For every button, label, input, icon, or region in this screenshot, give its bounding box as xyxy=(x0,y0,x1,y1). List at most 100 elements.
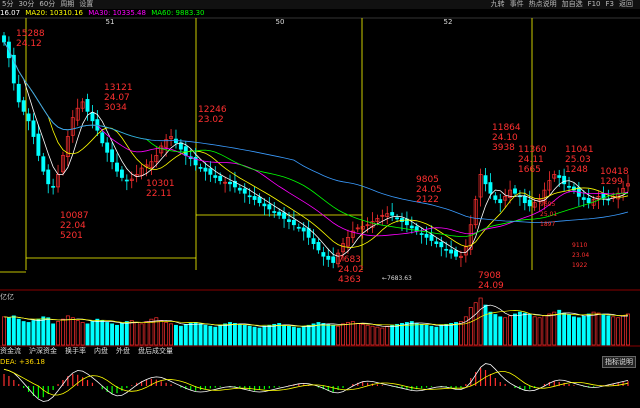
volume-bar xyxy=(404,322,409,346)
candle-body xyxy=(237,187,242,191)
volume-bar xyxy=(326,323,331,346)
volume-bar xyxy=(468,307,473,346)
volume-bar xyxy=(80,322,85,346)
volume-bar xyxy=(46,317,51,346)
candle-body xyxy=(321,252,326,257)
volume-bar xyxy=(149,318,154,346)
annotation-text: 22.11 xyxy=(146,189,172,199)
volume-bar xyxy=(144,321,149,346)
candle-body xyxy=(370,221,375,228)
candle-body xyxy=(508,189,513,199)
toolbar-item-0[interactable]: 九转 xyxy=(490,0,505,8)
candle-body xyxy=(183,146,188,156)
annotation-text: 24.10 xyxy=(492,133,518,143)
candle-body xyxy=(581,197,586,200)
candle-body xyxy=(213,175,218,178)
annotation-text: 3034 xyxy=(104,103,127,113)
volume-bar xyxy=(508,315,513,346)
candle-body xyxy=(562,175,567,185)
candle-body xyxy=(119,169,124,178)
macd-readout: DEA: +36.18 xyxy=(0,358,45,366)
annotation-text: 11864 xyxy=(492,123,521,133)
annotation-text: 11041 xyxy=(565,145,594,155)
indicator-tab-1[interactable]: 沪深资金 xyxy=(29,347,57,355)
toolbar-item-6[interactable]: 返回 xyxy=(619,0,633,8)
candle-body xyxy=(296,226,301,229)
toolbar-item-5[interactable]: F3 xyxy=(605,0,614,8)
volume-bar xyxy=(596,312,601,346)
volume-bar xyxy=(606,315,611,346)
candle-body xyxy=(336,252,341,265)
annotation-text: 9695 xyxy=(540,201,555,208)
candle-body xyxy=(434,241,439,244)
price-readout: 16.07 xyxy=(0,9,21,17)
annotation-text: 2122 xyxy=(416,195,439,205)
volume-bar xyxy=(454,322,458,346)
toolbar-item-2[interactable]: 热点说明 xyxy=(528,0,557,8)
candle-body xyxy=(498,199,503,204)
volume-bar xyxy=(331,324,336,346)
candle-body xyxy=(262,203,267,207)
volume-bar xyxy=(345,322,350,346)
volume-bar xyxy=(203,324,208,346)
indicator-tab-0[interactable]: 资金流 xyxy=(0,347,21,355)
candle-body xyxy=(385,213,390,217)
period-tab-0[interactable]: 5分 xyxy=(2,0,14,8)
indicator-tab-3[interactable]: 内盘 xyxy=(94,347,108,355)
week-number-label: 50 xyxy=(276,18,285,26)
volume-bar xyxy=(537,317,542,346)
candle-body xyxy=(355,227,360,230)
candle-body xyxy=(80,101,85,109)
ma60-line xyxy=(3,41,629,224)
ma20-readout: MA20: 10310.16 xyxy=(25,9,84,17)
candle-body xyxy=(218,175,223,182)
annotation-text: 22.04 xyxy=(60,221,86,231)
annotation-text: 12246 xyxy=(198,105,227,115)
candle-body xyxy=(439,242,444,248)
candle-body xyxy=(232,180,237,188)
period-tab-4[interactable]: 设置 xyxy=(79,0,94,8)
period-tab-1[interactable]: 30分 xyxy=(18,0,35,8)
indicator-tab-5[interactable]: 盘后成交量 xyxy=(138,347,173,355)
candle-body xyxy=(272,211,277,213)
candle-body xyxy=(41,156,46,172)
volume-bar xyxy=(223,323,228,346)
indicator-tab-4[interactable]: 外盘 xyxy=(116,347,130,355)
toolbar-item-1[interactable]: 事件 xyxy=(509,0,524,8)
annotation-text: 25.03 xyxy=(565,155,591,165)
candle-body xyxy=(277,211,282,216)
annotation-text: 24.12 xyxy=(16,39,42,49)
volume-bar xyxy=(85,323,90,346)
annotation-text: 1897 xyxy=(540,221,555,228)
volume-bar xyxy=(272,323,277,346)
candle-body xyxy=(449,249,454,254)
candle-body xyxy=(350,230,355,238)
period-tab-2[interactable]: 60分 xyxy=(39,0,56,8)
candle-body xyxy=(21,100,26,112)
candle-body xyxy=(458,255,463,258)
toolbar-item-4[interactable]: F10 xyxy=(587,0,601,8)
volume-bar xyxy=(311,323,316,346)
candle-body xyxy=(208,168,213,175)
toolbar-item-3[interactable]: 加自选 xyxy=(561,0,583,8)
indicator-tab-2[interactable]: 换手率 xyxy=(65,347,86,355)
indicator-help-button[interactable]: 指标说明 xyxy=(602,356,636,368)
candle-body xyxy=(115,162,119,172)
candle-body xyxy=(557,175,562,178)
candle-body xyxy=(287,219,291,222)
volume-bar xyxy=(134,322,139,346)
candle-body xyxy=(26,113,31,122)
volume-bar xyxy=(488,311,493,346)
period-tab-3[interactable]: 周期 xyxy=(60,0,75,8)
volume-bar xyxy=(626,313,630,346)
volume-bar xyxy=(458,321,463,346)
candle-body xyxy=(2,35,6,43)
volume-bar xyxy=(601,314,606,346)
candle-body xyxy=(375,218,380,222)
volume-bar xyxy=(95,318,100,346)
volume-bar xyxy=(522,312,527,346)
